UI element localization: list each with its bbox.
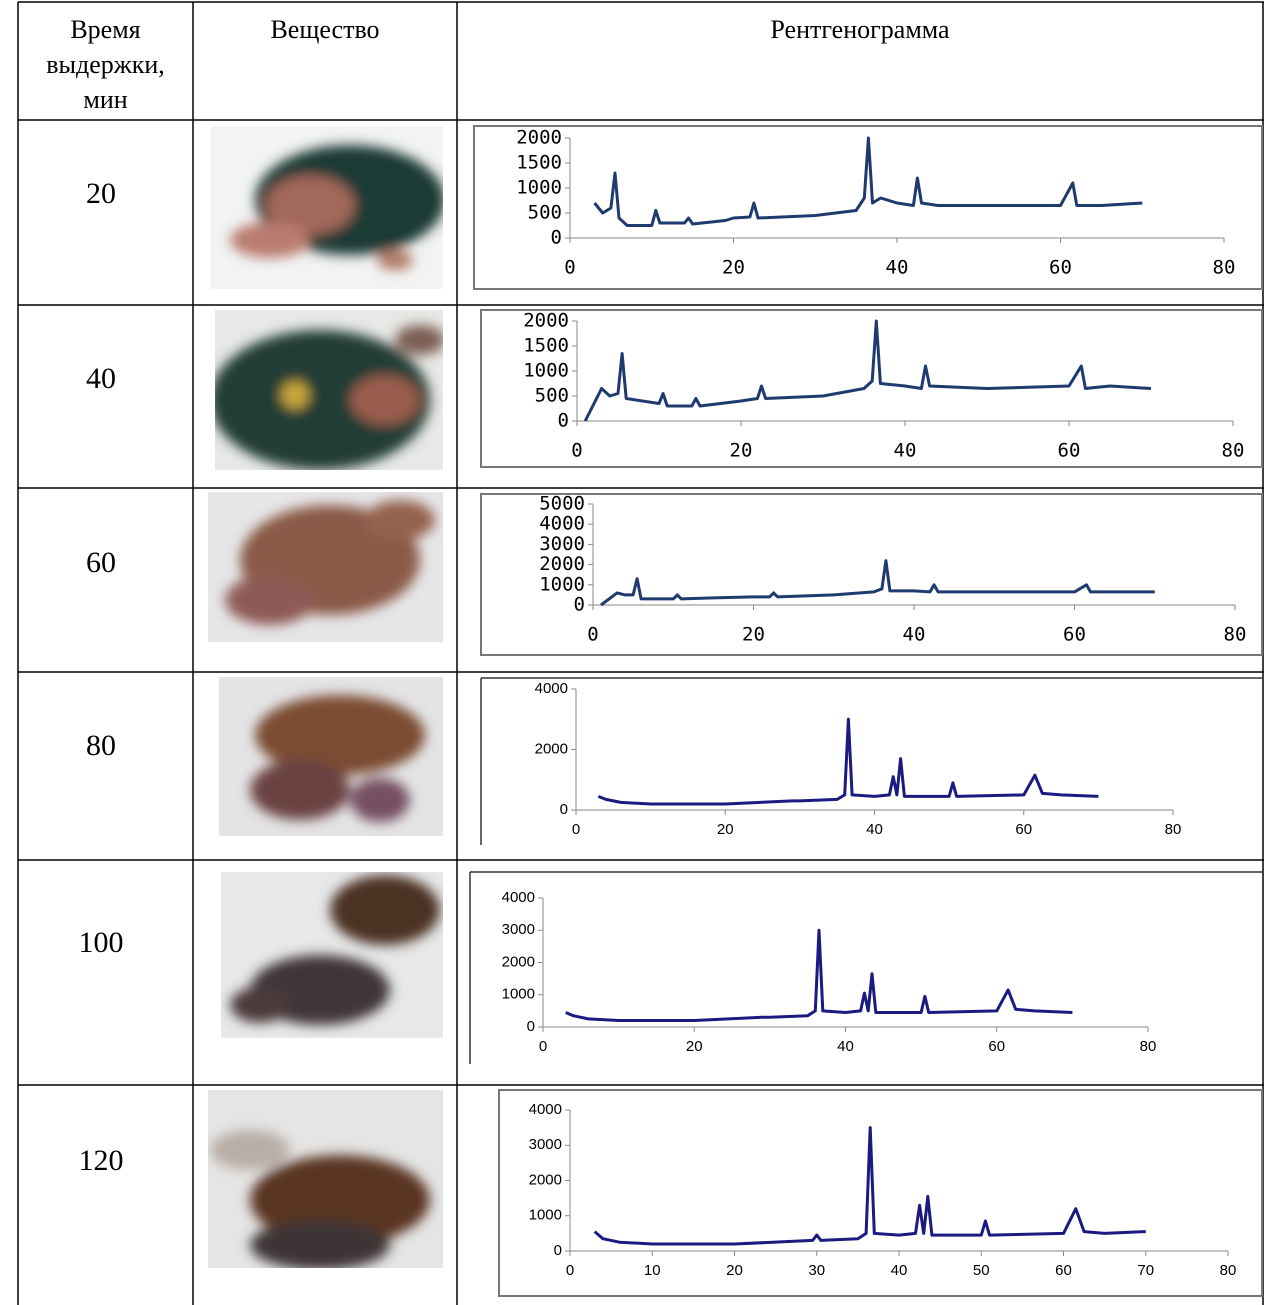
time-label: 20	[86, 177, 116, 210]
y-tick-label: 3000	[529, 1136, 562, 1153]
x-tick-label: 50	[973, 1262, 990, 1279]
y-tick-label: 2000	[529, 1171, 562, 1188]
y-tick-label: 1000	[502, 986, 535, 1003]
x-tick-label: 30	[808, 1262, 825, 1279]
y-tick-label: 500	[535, 385, 569, 407]
y-tick-label: 1500	[523, 335, 569, 357]
x-tick-label: 20	[722, 257, 745, 279]
y-tick-label: 3000	[502, 921, 535, 938]
header-cell: Вещество	[193, 12, 457, 47]
x-tick-label: 60	[1015, 821, 1032, 838]
y-tick-label: 4000	[502, 889, 535, 906]
photo	[221, 872, 443, 1038]
xrd-line	[601, 561, 1155, 605]
y-tick-label: 1500	[516, 152, 562, 174]
photo	[219, 677, 443, 836]
x-tick-label: 40	[891, 1262, 908, 1279]
x-tick-label: 40	[894, 440, 917, 462]
header-cell: Рентгенограмма	[457, 12, 1263, 47]
y-tick-label: 5000	[539, 493, 585, 515]
x-tick-label: 80	[1222, 440, 1245, 462]
x-tick-label: 70	[1137, 1262, 1154, 1279]
document: 2005001000150020000204060804005001000150…	[0, 0, 1266, 1305]
photo	[210, 310, 445, 470]
xrd-line	[566, 930, 1073, 1020]
xrd-line	[595, 138, 1143, 226]
y-tick-label: 0	[574, 594, 585, 616]
x-tick-label: 0	[539, 1038, 547, 1055]
x-tick-label: 60	[988, 1038, 1005, 1055]
x-tick-label: 20	[686, 1038, 703, 1055]
y-tick-label: 0	[551, 227, 562, 249]
chart: 0 2000 4000 0 20 40 60 80	[481, 678, 1262, 845]
y-tick-label: 3000	[539, 533, 585, 555]
xrd-line	[585, 321, 1151, 421]
x-tick-label: 10	[644, 1262, 661, 1279]
y-tick-label: 4000	[539, 513, 585, 535]
y-tick-label: 0	[527, 1018, 535, 1035]
time-label: 40	[86, 362, 116, 395]
x-tick-label: 40	[886, 257, 909, 279]
time-label: 80	[86, 729, 116, 762]
x-tick-label: 0	[564, 257, 575, 279]
x-tick-label: 80	[1213, 257, 1236, 279]
photo	[211, 126, 445, 289]
x-tick-label: 80	[1220, 1262, 1237, 1279]
y-tick-label: 0	[560, 801, 568, 818]
y-tick-label: 500	[528, 202, 562, 224]
chart: 0 1000 2000 3000 4000 0 10 20 30 40 50 60 70 80	[499, 1090, 1262, 1296]
x-tick-label: 60	[1055, 1262, 1072, 1279]
y-tick-label: 4000	[535, 680, 568, 697]
x-tick-label: 40	[903, 624, 926, 646]
photo	[208, 492, 443, 642]
y-tick-label: 0	[554, 1242, 562, 1259]
x-tick-label: 40	[837, 1038, 854, 1055]
x-tick-label: 20	[730, 440, 753, 462]
time-label: 60	[86, 546, 116, 579]
x-tick-label: 60	[1063, 624, 1086, 646]
xrd-line	[598, 719, 1098, 804]
y-tick-label: 0	[558, 410, 569, 432]
chart: 0 500 1000 1500 2000 0 20 40 60 80	[481, 310, 1262, 468]
x-tick-label: 60	[1058, 440, 1081, 462]
x-tick-label: 40	[866, 821, 883, 838]
x-tick-label: 20	[726, 1262, 743, 1279]
x-tick-label: 20	[742, 624, 765, 646]
x-tick-label: 80	[1224, 624, 1247, 646]
header-cell: Время выдержки, мин	[22, 12, 189, 117]
x-tick-label: 80	[1165, 821, 1182, 838]
y-tick-label: 2000	[523, 310, 569, 332]
y-tick-label: 4000	[529, 1101, 562, 1118]
page: 2005001000150020000204060804005001000150…	[0, 0, 1266, 1305]
x-tick-label: 0	[587, 624, 598, 646]
x-tick-label: 60	[1049, 257, 1072, 279]
time-label: 100	[79, 926, 124, 959]
y-tick-label: 1000	[516, 177, 562, 199]
y-tick-label: 2000	[502, 953, 535, 970]
y-tick-label: 1000	[523, 360, 569, 382]
y-tick-label: 2000	[516, 127, 562, 149]
x-tick-label: 20	[717, 821, 734, 838]
chart: 0 1000 2000 3000 4000 0 20 40 60 80	[470, 872, 1263, 1064]
x-tick-label: 0	[572, 821, 580, 838]
time-label: 120	[79, 1144, 124, 1177]
x-tick-label: 80	[1140, 1038, 1157, 1055]
y-tick-label: 2000	[539, 553, 585, 575]
y-tick-label: 1000	[539, 573, 585, 595]
y-tick-label: 2000	[535, 740, 568, 757]
x-tick-label: 0	[571, 440, 582, 462]
xrd-line	[595, 1128, 1146, 1244]
x-tick-label: 0	[566, 1262, 574, 1279]
y-tick-label: 1000	[529, 1207, 562, 1224]
chart: 0 500 1000 1500 2000 0 20 40 60 80	[474, 126, 1262, 289]
photo	[208, 1090, 443, 1270]
table-borders	[18, 2, 1264, 1305]
